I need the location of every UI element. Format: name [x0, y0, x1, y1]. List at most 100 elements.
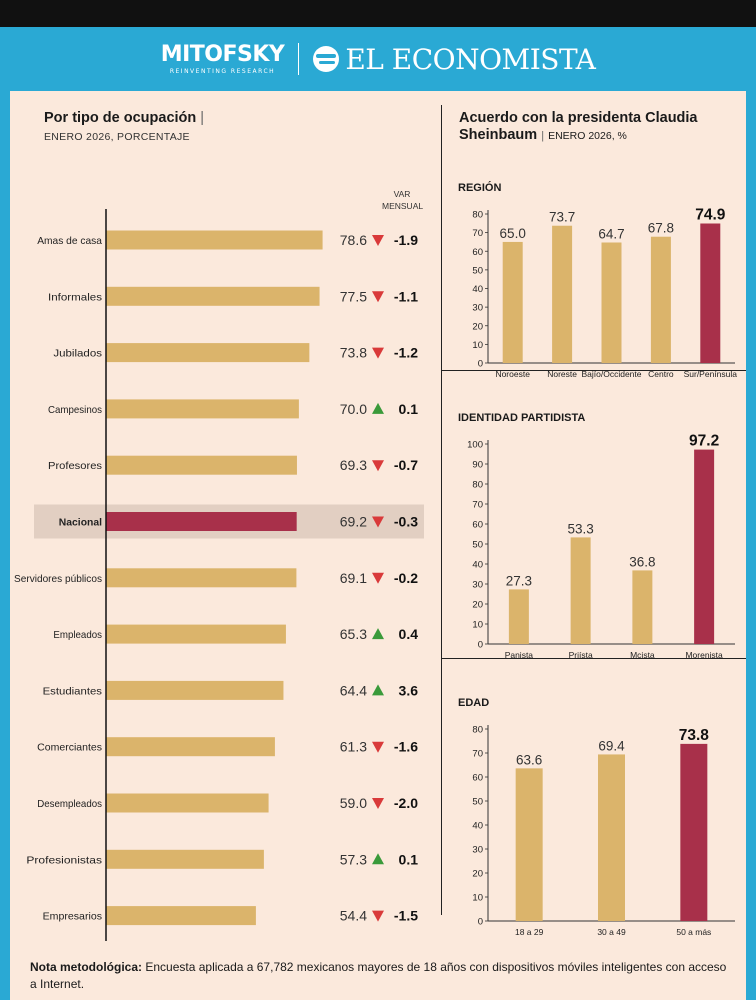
data-label: 27.3 — [506, 573, 532, 588]
value-label: 78.6 — [340, 232, 367, 248]
bar — [700, 223, 721, 363]
y-tick-label: 40 — [472, 560, 483, 571]
var-mensual-label: -0.7 — [394, 457, 418, 473]
bar — [598, 754, 625, 921]
arrow-down-icon — [372, 516, 384, 528]
top-black-bar — [0, 0, 756, 27]
arrow-down-icon — [372, 291, 384, 303]
bar — [508, 589, 529, 644]
x-tick-label: Morenista — [685, 650, 723, 660]
data-label: 97.2 — [689, 433, 719, 450]
content-panel: Por tipo de ocupación | ENERO 2026, PORC… — [10, 91, 746, 1000]
y-tick-label: 100 — [467, 440, 483, 451]
methodology-note: Nota metodológica: Encuesta aplicada a 6… — [30, 959, 730, 993]
bar — [515, 768, 543, 921]
y-tick-label: 50 — [472, 265, 483, 276]
x-tick-label: Panista — [505, 650, 534, 660]
y-tick-label: 80 — [472, 480, 483, 491]
category-label: Comerciantes — [37, 742, 102, 754]
arrow-down-icon — [372, 572, 384, 584]
var-mensual-label: -1.1 — [394, 288, 418, 304]
bar — [601, 242, 622, 363]
arrow-down-icon — [372, 910, 384, 922]
y-tick-label: 10 — [472, 893, 483, 904]
data-label: 67.8 — [648, 221, 674, 236]
bar — [106, 793, 269, 813]
right-title-line1: Acuerdo con la presidenta Claudia — [459, 110, 698, 126]
logo-divider — [298, 43, 300, 75]
y-tick-label: 50 — [472, 540, 483, 551]
y-tick-label: 40 — [472, 284, 483, 295]
category-label: Amas de casa — [37, 235, 102, 247]
arrow-down-icon — [372, 741, 384, 753]
data-label: 64.7 — [598, 226, 624, 241]
y-tick-label: 30 — [472, 303, 483, 314]
var-mensual-label: 3.6 — [399, 682, 419, 698]
var-mensual-label: -0.2 — [394, 570, 418, 586]
y-tick-label: 0 — [478, 359, 483, 370]
arrow-down-icon — [372, 798, 384, 809]
bar — [106, 399, 299, 419]
var-mensual-header: VAR MENSUAL — [382, 188, 423, 212]
y-tick-label: 0 — [478, 917, 483, 928]
bar — [650, 236, 671, 363]
y-tick-label: 60 — [472, 247, 483, 258]
category-label: Informales — [48, 291, 102, 303]
category-label: Profesores — [48, 460, 102, 472]
bar — [106, 849, 264, 869]
category-label: Estudiantes — [43, 685, 102, 697]
right-title: Acuerdo con la presidenta Claudia Sheinb… — [459, 110, 698, 145]
var-mensual-label: -0.3 — [394, 514, 418, 530]
value-label: 61.3 — [340, 739, 367, 755]
right-title-line2: Sheinbaum | ENERO 2026, % — [459, 127, 698, 145]
y-tick-label: 20 — [472, 869, 483, 880]
value-label: 65.3 — [340, 626, 367, 642]
data-label: 74.9 — [695, 206, 726, 223]
data-label: 65.0 — [500, 226, 526, 241]
bar — [552, 225, 573, 363]
y-tick-label: 80 — [472, 725, 483, 736]
bar — [106, 455, 297, 475]
var-mensual-label: 0.4 — [399, 626, 419, 642]
arrow-down-icon — [372, 347, 384, 359]
x-tick-label: 30 a 49 — [597, 927, 626, 937]
category-label: Empleados — [53, 629, 102, 641]
right-bar-charts: 0 10 20 30 40 50 60 70 80 65.0 Noroeste 73.7 Noreste… — [467, 206, 738, 937]
data-label: 53.3 — [567, 521, 593, 536]
arrow-up-icon — [372, 402, 384, 414]
category-label: Nacional — [59, 517, 102, 529]
value-label: 69.3 — [340, 457, 367, 473]
data-label: 63.6 — [516, 752, 542, 767]
horizontal-divider-1 — [441, 370, 746, 371]
data-label: 36.8 — [629, 554, 655, 569]
arrow-down-icon — [372, 460, 384, 472]
bar — [106, 230, 323, 250]
data-label: 73.8 — [679, 727, 710, 744]
bar — [694, 449, 715, 644]
category-label: Campesinos — [48, 404, 102, 416]
arrow-up-icon — [372, 684, 384, 696]
mitofsky-tagline: REINVENTING RESEARCH — [169, 67, 276, 75]
title-pipe: | — [200, 110, 205, 126]
globe-icon — [313, 46, 340, 72]
value-label: 64.4 — [340, 682, 367, 698]
section-label-region: REGIÓN — [458, 182, 502, 194]
x-tick-label: Sur/Península — [684, 369, 738, 379]
left-subtitle: ENERO 2026, PORCENTAJE — [44, 131, 190, 143]
value-label: 69.1 — [340, 570, 367, 586]
mitofsky-name: MITOFSKY — [160, 41, 285, 67]
var-mensual-label: 0.1 — [399, 851, 419, 867]
mitofsky-logo: MITOFSKY REINVENTING RESEARCH — [160, 41, 285, 75]
header-logos: MITOFSKY REINVENTING RESEARCH EL ECONOMI… — [10, 27, 746, 91]
vertical-divider — [441, 105, 442, 915]
y-tick-label: 70 — [472, 228, 483, 239]
y-tick-label: 70 — [472, 749, 483, 760]
data-label: 69.4 — [598, 738, 625, 753]
data-label: 73.7 — [549, 210, 575, 225]
bar — [106, 512, 297, 531]
var-mensual-label: -2.0 — [394, 795, 418, 811]
arrow-down-icon — [372, 235, 384, 246]
bar — [106, 737, 275, 757]
bar — [680, 743, 708, 921]
value-label: 73.8 — [340, 345, 367, 361]
